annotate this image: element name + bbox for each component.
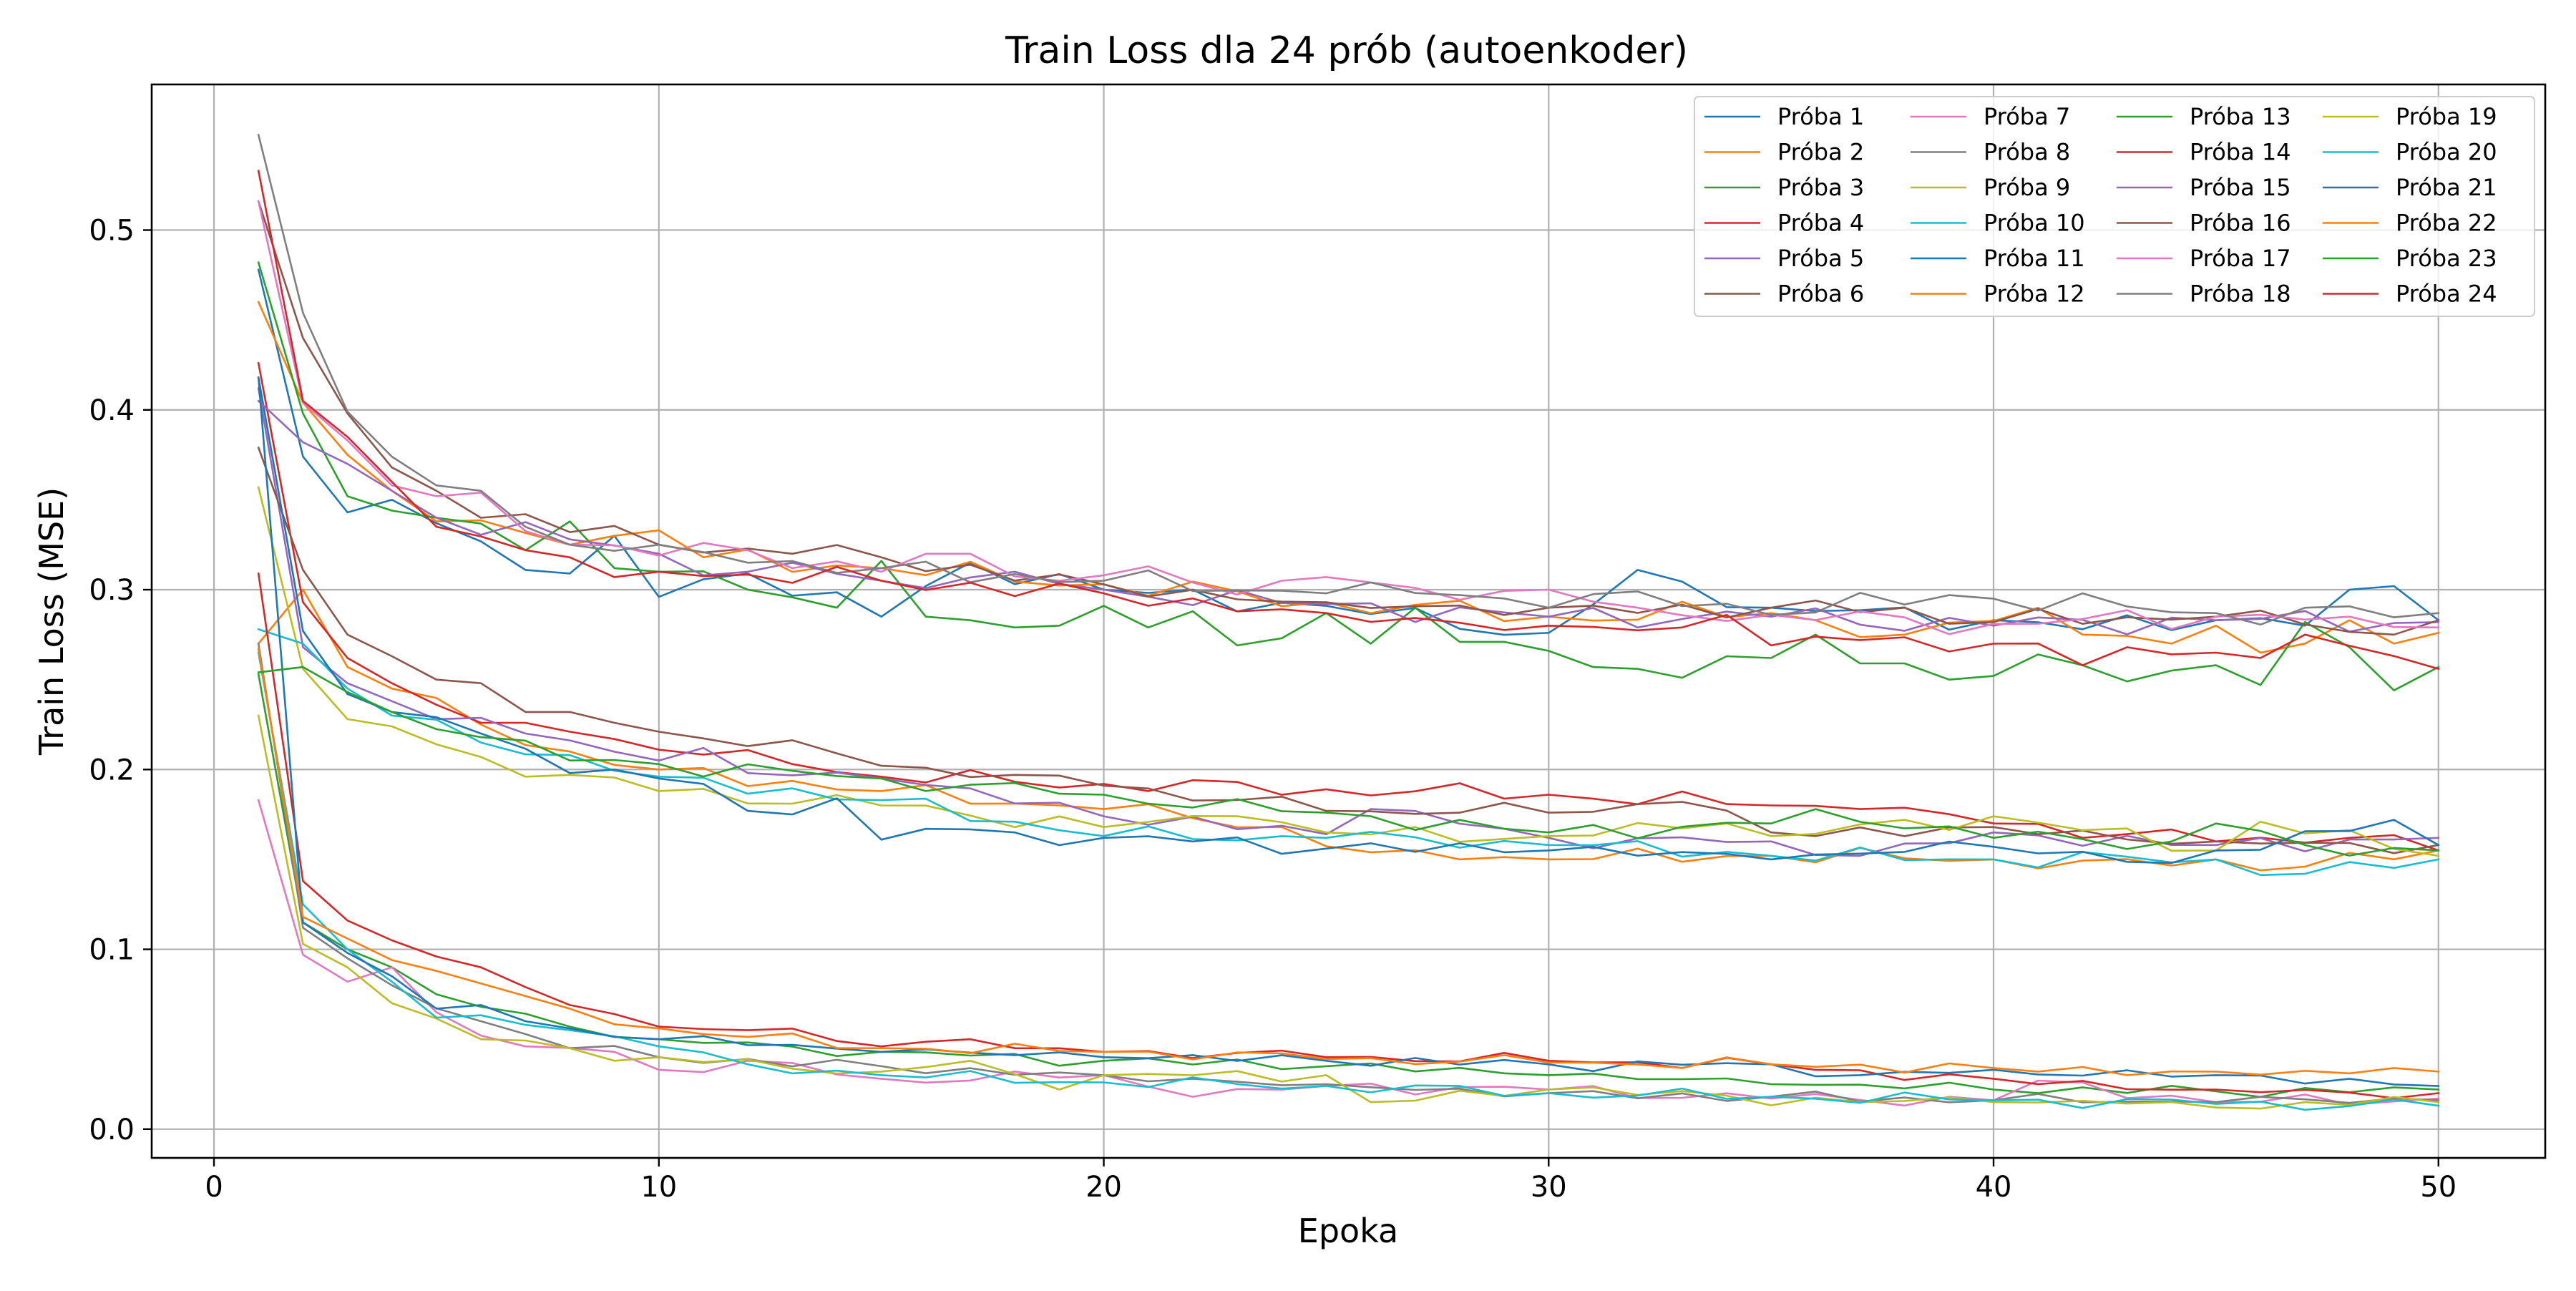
chart-title: Train Loss dla 24 prób (autoenkoder) <box>1005 29 1688 72</box>
legend-label: Próba 18 <box>2190 281 2291 308</box>
x-tick-label: 50 <box>2420 1171 2457 1204</box>
legend-label: Próba 15 <box>2190 174 2291 201</box>
series-line <box>257 486 2440 857</box>
series-line <box>257 301 2440 654</box>
legend-label: Próba 2 <box>1777 139 1864 166</box>
series-line <box>257 261 2440 692</box>
x-tick-label: 0 <box>205 1171 223 1204</box>
axis-ticks: 0 10 20 30 40 50 0.0 0.1 0.2 0.3 0.4 0.5 <box>89 215 2457 1204</box>
series-lines <box>257 133 2440 1111</box>
series-line <box>257 200 2440 635</box>
y-tick-label: 0.3 <box>89 574 135 607</box>
series-line <box>257 648 2440 1076</box>
series-line <box>257 133 2440 626</box>
legend-label: Próba 10 <box>1984 210 2085 237</box>
x-axis-label: Epoka <box>1298 1212 1398 1250</box>
legend-label: Próba 21 <box>2396 174 2497 201</box>
series-line <box>257 387 2440 857</box>
y-tick-label: 0.1 <box>89 934 135 967</box>
legend-label: Próba 8 <box>1984 139 2070 166</box>
legend-label: Próba 16 <box>2190 210 2291 237</box>
legend-label: Próba 13 <box>2190 103 2291 130</box>
y-tick-label: 0.5 <box>89 215 135 248</box>
legend-label: Próba 19 <box>2396 103 2497 130</box>
legend: Próba 1 Próba 2 Próba 3 Próba 4 Próba 5 Próba… <box>1694 96 2535 317</box>
legend-label: Próba 14 <box>2190 139 2291 166</box>
plot-area-frame <box>150 83 2547 1159</box>
legend-label: Próba 11 <box>1984 245 2085 272</box>
legend-label: Próba 4 <box>1777 210 1864 237</box>
x-tick-label: 20 <box>1085 1171 1122 1204</box>
legend-label: Próba 9 <box>1984 174 2070 201</box>
legend-label: Próba 7 <box>1984 103 2070 130</box>
series-line <box>257 361 2440 852</box>
series-line <box>257 446 2440 854</box>
legend-label: Próba 24 <box>2396 281 2497 308</box>
series-line <box>257 376 2440 1087</box>
x-tick-label: 10 <box>640 1171 677 1204</box>
legend-label: Próba 3 <box>1777 174 1864 201</box>
grid-lines <box>152 84 2545 1158</box>
legend-label: Próba 23 <box>2396 245 2497 272</box>
legend-label: Próba 20 <box>2396 139 2497 166</box>
series-line <box>257 666 2440 857</box>
y-tick-label: 0.0 <box>89 1114 135 1146</box>
y-axis-label: Train Loss (MSE) <box>32 487 71 756</box>
legend-label: Próba 1 <box>1777 103 1864 130</box>
legend-label: Próba 6 <box>1777 281 1864 308</box>
series-line <box>257 572 2440 1099</box>
series-line <box>257 376 2440 864</box>
legend-label: Próba 12 <box>1984 281 2085 308</box>
y-tick-label: 0.2 <box>89 754 135 786</box>
y-tick-label: 0.4 <box>89 394 135 427</box>
legend-label: Próba 5 <box>1777 245 1864 272</box>
legend-label: Próba 22 <box>2396 210 2497 237</box>
x-tick-label: 30 <box>1531 1171 1567 1204</box>
series-line <box>257 200 2440 636</box>
legend-label: Próba 17 <box>2190 245 2291 272</box>
series-line <box>257 170 2440 671</box>
x-tick-label: 40 <box>1976 1171 2012 1204</box>
series-line <box>257 588 2440 872</box>
